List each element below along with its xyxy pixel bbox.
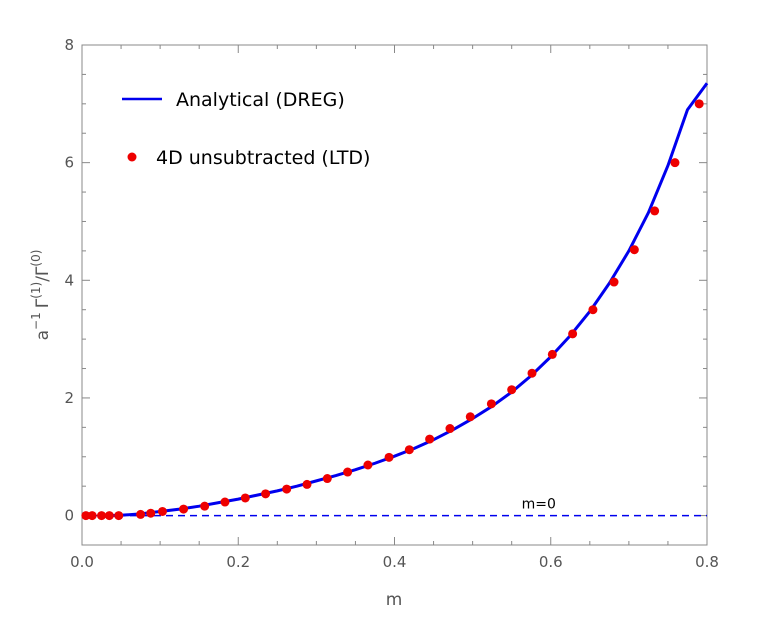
y-axis-title-gamma: Γ — [33, 298, 53, 308]
series-ltd-point — [81, 511, 91, 521]
series-ltd-point — [404, 445, 414, 455]
series-ltd-point — [302, 479, 312, 489]
legend-label-ltd: 4D unsubtracted (LTD) — [156, 147, 370, 169]
x-tick-label: 0.6 — [539, 553, 563, 571]
axis-ticks: 0.0 0.2 0.4 0.6 0.8 0 2 4 6 8 — [64, 36, 718, 571]
series-ltd-point — [588, 305, 598, 315]
series-ltd-point — [146, 508, 156, 518]
y-axis-title-base: a — [33, 330, 53, 340]
y-axis-title-exp: −1 — [29, 312, 43, 330]
series-ltd-point — [650, 206, 660, 216]
legend-label-analytical: Analytical (DREG) — [176, 89, 345, 111]
series-ltd-point — [527, 368, 537, 378]
x-axis-title: m — [386, 590, 403, 610]
series-ltd-point — [465, 412, 475, 422]
y-axis-title-num-sup: (1) — [29, 282, 43, 299]
series-ltd-point — [486, 399, 496, 409]
series-ltd-point — [200, 501, 210, 511]
series-ltd-point — [97, 511, 107, 521]
series-ltd-point — [240, 493, 250, 503]
series-ltd-point — [547, 349, 557, 359]
series-ltd-point — [114, 511, 124, 521]
series-ltd-point — [609, 277, 619, 287]
series-layer — [81, 82, 709, 521]
series-ltd-point — [104, 511, 114, 521]
series-ltd-point — [343, 467, 353, 477]
y-tick-label: 0 — [64, 507, 74, 525]
x-tick-label: 0.4 — [383, 553, 407, 571]
series-ltd-point — [322, 474, 332, 484]
plot-frame — [81, 44, 708, 546]
series-ltd-point — [220, 497, 230, 507]
m0-annotation: m=0 — [522, 497, 556, 513]
y-axis-title-slash: /Γ — [33, 266, 53, 282]
x-tick-label: 0.0 — [70, 553, 94, 571]
series-ltd-point — [445, 424, 455, 434]
series-ltd-point — [87, 511, 97, 521]
series-ltd-point — [425, 434, 435, 444]
series-ltd-point — [629, 245, 639, 255]
y-axis-title-den-sup: (0) — [29, 250, 43, 267]
series-ltd-point — [507, 385, 517, 395]
series-ltd-point — [282, 484, 292, 494]
series-ltd-point — [568, 329, 578, 339]
y-tick-label: 6 — [64, 154, 74, 172]
x-tick-label: 0.2 — [226, 553, 250, 571]
y-axis-title: a−1 Γ(1)/Γ(0) — [29, 250, 53, 341]
series-ltd-point — [384, 452, 394, 462]
series-ltd-point — [694, 99, 704, 109]
legend: Analytical (DREG) 4D unsubtracted (LTD) — [122, 89, 370, 169]
legend-dot-swatch — [127, 152, 137, 162]
series-ltd-point — [670, 158, 680, 168]
series-ltd-point — [136, 509, 146, 519]
series-ltd-point — [179, 504, 189, 514]
y-tick-label: 8 — [64, 36, 74, 54]
series-ltd-point — [261, 489, 271, 499]
y-tick-label: 4 — [64, 271, 74, 289]
series-ltd-point — [157, 506, 167, 516]
series-ltd-point — [363, 460, 373, 470]
y-tick-label: 2 — [64, 389, 74, 407]
x-tick-label: 0.8 — [695, 553, 719, 571]
